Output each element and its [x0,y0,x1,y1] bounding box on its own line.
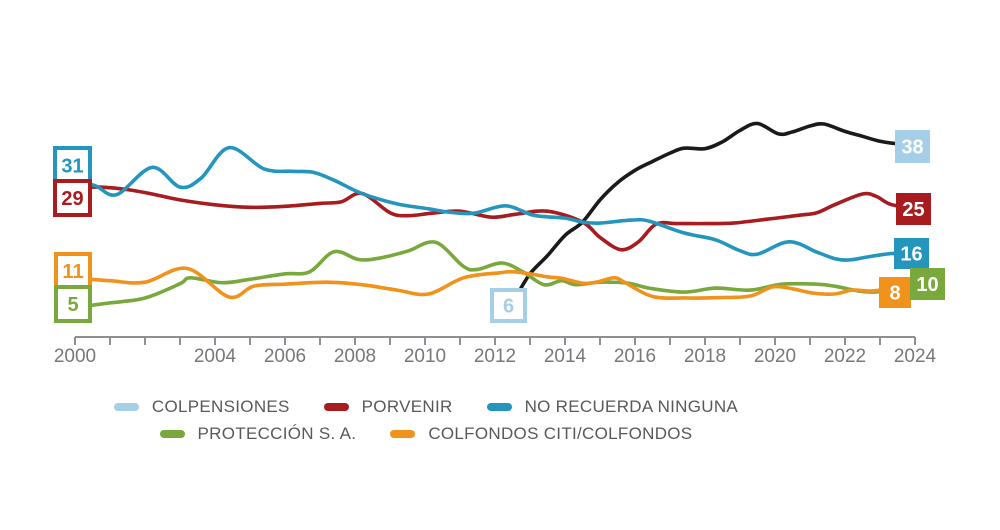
legend-item-porvenir: PORVENIR [323,397,453,417]
badge-value: 10 [916,274,938,296]
legend-label-proteccion: PROTECCIÓN S. A. [197,424,357,443]
legend-label-colfondos: COLFONDOS CITI/COLFONDOS [428,424,693,443]
series-line-porvenir [73,185,917,252]
legend-item-proteccion: PROTECCIÓN S. A. [159,424,357,444]
badge-value: 31 [61,156,83,178]
value-badge-porvenir-29: 29 [53,179,92,217]
value-badge-no-recuerda-ninguna-31: 31 [53,146,92,185]
x-tick-label: 2022 [824,346,866,367]
line-chart: 2000 2004 2006 2008 2010 2012 2014 2016 2018 2020… [53,121,945,367]
value-badge-colfondos-11: 11 [54,252,92,290]
badge-value: 6 [503,296,514,318]
legend-label-colpensiones: COLPENSIONES [151,397,290,416]
legend-row-2: PROTECCIÓN S. A. COLFONDOS CITI/COLFONDO… [159,424,693,444]
legend-swatch-porvenir-icon [323,403,349,411]
value-badge-colpensiones-38: 38 [895,130,930,163]
series-line-colpensiones [503,121,917,315]
value-badge-colpensiones-6: 6 [490,288,527,323]
x-tick-label: 2010 [404,346,446,367]
x-tick-label: 2000 [54,346,96,367]
legend-row-1: COLPENSIONES PORVENIR NO RECUERDA NINGUN… [113,397,739,417]
badge-value: 16 [900,244,922,266]
value-badge-proteccion-10: 10 [910,268,945,300]
legend-swatch-proteccion-icon [159,430,185,438]
badge-value: 11 [62,261,83,283]
badge-value: 25 [902,199,924,221]
value-badge-proteccion-5: 5 [54,285,92,323]
legend-swatch-colfondos-icon [390,430,416,438]
x-axis: 2000 2004 2006 2008 2010 2012 2014 2016 2018 2020… [54,336,937,367]
x-tick-label: 2014 [544,346,587,367]
badge-value: 8 [889,283,900,305]
value-badge-colfondos-8: 8 [879,277,911,308]
legend-swatch-colpensiones-icon [113,403,139,411]
legend: COLPENSIONES PORVENIR NO RECUERDA NINGUN… [0,397,852,444]
badge-value: 5 [67,294,78,316]
legend-item-colfondos: COLFONDOS CITI/COLFONDOS [390,424,692,444]
series-line-proteccion [73,240,917,310]
value-badge-no-recuerda-ninguna-16: 16 [894,238,929,269]
x-tick-label: 2020 [754,346,796,367]
x-tick-label: 2008 [334,346,376,367]
x-tick-label: 2004 [194,346,237,367]
x-tick-label: 2018 [684,346,726,367]
legend-label-no-recuerda-ninguna: NO RECUERDA NINGUNA [524,397,739,416]
legend-item-colpensiones: COLPENSIONES [113,397,290,417]
x-tick-label: 2016 [614,346,656,367]
badge-value: 38 [901,137,923,159]
legend-item-no-recuerda-ninguna: NO RECUERDA NINGUNA [486,397,739,417]
legend-swatch-no-recuerda-ninguna-icon [486,403,512,411]
value-badge-porvenir-25: 25 [896,193,931,225]
series-line-no-recuerda-ninguna [73,145,917,262]
x-tick-label: 2024 [894,346,937,367]
x-tick-label: 2006 [264,346,306,367]
legend-label-porvenir: PORVENIR [361,397,453,416]
series-line-colfondos [73,266,917,300]
badge-value: 29 [61,188,83,210]
x-tick-label: 2012 [474,346,516,367]
